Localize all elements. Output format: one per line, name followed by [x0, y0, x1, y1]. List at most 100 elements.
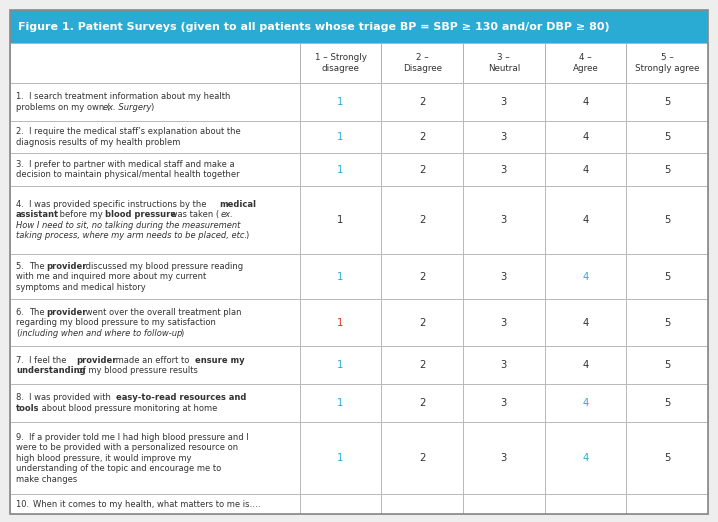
FancyBboxPatch shape — [626, 254, 708, 300]
Text: 2: 2 — [419, 272, 425, 282]
Text: 1: 1 — [337, 132, 344, 142]
Text: (: ( — [16, 329, 19, 338]
Text: 3: 3 — [500, 272, 507, 282]
FancyBboxPatch shape — [545, 494, 626, 514]
Text: 4: 4 — [582, 453, 589, 463]
FancyBboxPatch shape — [10, 254, 299, 300]
FancyBboxPatch shape — [545, 422, 626, 494]
FancyBboxPatch shape — [626, 422, 708, 494]
FancyBboxPatch shape — [463, 494, 545, 514]
FancyBboxPatch shape — [626, 384, 708, 422]
Text: The: The — [29, 262, 47, 271]
Text: 4: 4 — [582, 272, 589, 282]
Text: 5.: 5. — [16, 262, 27, 271]
FancyBboxPatch shape — [626, 153, 708, 186]
Text: 1: 1 — [337, 453, 344, 463]
Text: When it comes to my health, what matters to me is….: When it comes to my health, what matters… — [33, 500, 261, 508]
Text: I prefer to partner with medical staff and make a: I prefer to partner with medical staff a… — [29, 160, 235, 169]
Text: 1: 1 — [337, 360, 344, 370]
FancyBboxPatch shape — [381, 186, 463, 254]
Text: 4: 4 — [582, 132, 589, 142]
FancyBboxPatch shape — [463, 346, 545, 384]
Text: 5: 5 — [664, 272, 671, 282]
FancyBboxPatch shape — [299, 300, 381, 346]
Text: 4: 4 — [582, 318, 589, 328]
FancyBboxPatch shape — [10, 83, 299, 121]
Text: understanding of the topic and encourage me to: understanding of the topic and encourage… — [16, 464, 221, 473]
Text: make changes: make changes — [16, 474, 78, 483]
Text: 5: 5 — [664, 453, 671, 463]
FancyBboxPatch shape — [10, 384, 299, 422]
FancyBboxPatch shape — [10, 186, 299, 254]
Text: high blood pressure, it would improve my: high blood pressure, it would improve my — [16, 454, 192, 462]
Text: 3: 3 — [500, 215, 507, 225]
Text: was taken (: was taken ( — [168, 210, 220, 219]
Text: 3: 3 — [500, 360, 507, 370]
FancyBboxPatch shape — [626, 346, 708, 384]
Text: 3.: 3. — [16, 160, 27, 169]
Text: 4 –
Agree: 4 – Agree — [573, 53, 598, 73]
Text: 2: 2 — [419, 215, 425, 225]
FancyBboxPatch shape — [299, 254, 381, 300]
Text: with me and inquired more about my current: with me and inquired more about my curre… — [16, 272, 206, 281]
Text: 1: 1 — [337, 164, 344, 174]
FancyBboxPatch shape — [626, 43, 708, 83]
Text: ): ) — [150, 103, 154, 112]
Text: 5: 5 — [664, 318, 671, 328]
FancyBboxPatch shape — [626, 300, 708, 346]
FancyBboxPatch shape — [10, 121, 299, 153]
FancyBboxPatch shape — [545, 384, 626, 422]
FancyBboxPatch shape — [381, 43, 463, 83]
Text: 2: 2 — [419, 453, 425, 463]
Text: went over the overall treatment plan: went over the overall treatment plan — [83, 308, 241, 317]
FancyBboxPatch shape — [463, 384, 545, 422]
FancyBboxPatch shape — [381, 346, 463, 384]
Text: ): ) — [181, 329, 184, 338]
FancyBboxPatch shape — [545, 83, 626, 121]
Text: 4: 4 — [582, 164, 589, 174]
FancyBboxPatch shape — [381, 153, 463, 186]
Text: 3 –
Neutral: 3 – Neutral — [488, 53, 520, 73]
Text: 1: 1 — [337, 215, 344, 225]
FancyBboxPatch shape — [299, 384, 381, 422]
Text: discussed my blood pressure reading: discussed my blood pressure reading — [83, 262, 243, 271]
FancyBboxPatch shape — [299, 494, 381, 514]
Text: ex. Surgery: ex. Surgery — [103, 103, 151, 112]
Text: 5: 5 — [664, 132, 671, 142]
Text: made an effort to: made an effort to — [113, 355, 192, 365]
FancyBboxPatch shape — [626, 186, 708, 254]
Text: 2: 2 — [419, 132, 425, 142]
Text: Figure 1. Patient Surveys (given to all patients whose triage BP = SBP ≥ 130 and: Figure 1. Patient Surveys (given to all … — [18, 21, 610, 31]
Text: I was provided with: I was provided with — [29, 394, 113, 402]
FancyBboxPatch shape — [463, 121, 545, 153]
FancyBboxPatch shape — [299, 422, 381, 494]
Text: 8.: 8. — [16, 394, 27, 402]
Text: If a provider told me I had high blood pressure and I: If a provider told me I had high blood p… — [29, 433, 248, 442]
FancyBboxPatch shape — [381, 422, 463, 494]
Text: provider: provider — [47, 262, 87, 271]
Text: provider: provider — [77, 355, 117, 365]
FancyBboxPatch shape — [10, 153, 299, 186]
Text: problems on my own (: problems on my own ( — [16, 103, 110, 112]
Text: 3: 3 — [500, 453, 507, 463]
FancyBboxPatch shape — [381, 121, 463, 153]
Text: 2: 2 — [419, 97, 425, 107]
Text: 1 – Strongly
disagree: 1 – Strongly disagree — [314, 53, 366, 73]
Text: 5: 5 — [664, 215, 671, 225]
FancyBboxPatch shape — [299, 83, 381, 121]
Text: provider: provider — [47, 308, 87, 317]
Text: ensure my: ensure my — [195, 355, 245, 365]
FancyBboxPatch shape — [299, 346, 381, 384]
Text: 9.: 9. — [16, 433, 27, 442]
Text: 3: 3 — [500, 132, 507, 142]
Text: I feel the: I feel the — [29, 355, 69, 365]
Text: 1: 1 — [337, 97, 344, 107]
Text: 7.: 7. — [16, 355, 27, 365]
Text: tools: tools — [16, 404, 39, 413]
FancyBboxPatch shape — [463, 254, 545, 300]
Text: 2: 2 — [419, 398, 425, 408]
Text: about blood pressure monitoring at home: about blood pressure monitoring at home — [39, 404, 217, 413]
Text: assistant: assistant — [16, 210, 59, 219]
Text: 5: 5 — [664, 164, 671, 174]
Text: 1: 1 — [337, 272, 344, 282]
